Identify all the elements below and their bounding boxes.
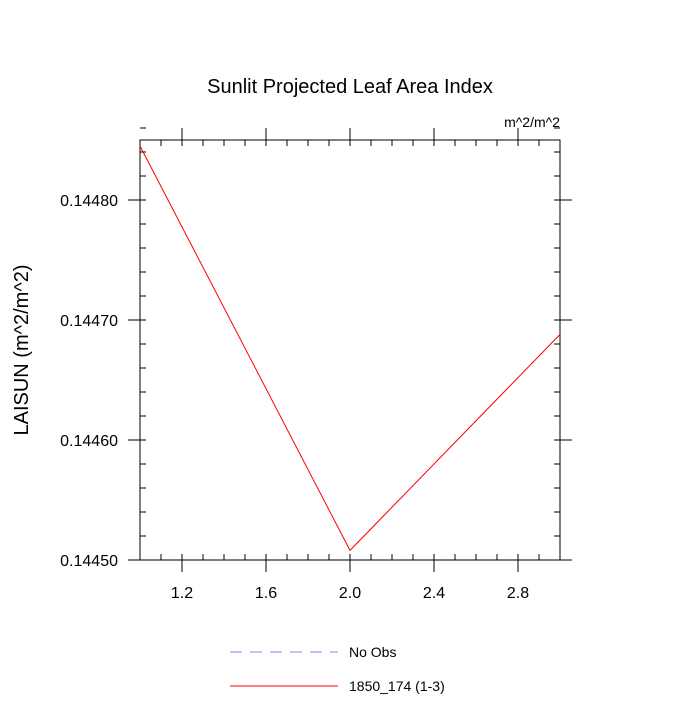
y-tick-label: 0.14450 [60,553,118,570]
units-label: m^2/m^2 [504,114,560,130]
legend-item: No Obs [230,644,396,660]
x-tick-label: 2.4 [423,585,445,602]
legend: No Obs 1850_174 (1-3) [230,644,445,694]
y-axis-label: LAISUN (m^2/m^2) [11,264,33,435]
plot-frame [139,139,561,561]
legend-label: No Obs [349,644,396,660]
chart-title: Sunlit Projected Leaf Area Index [207,76,493,98]
y-tick-label: 0.14480 [60,193,118,210]
series-line [139,145,561,552]
x-tick-label: 2.0 [339,585,361,602]
y-tick-label: 0.14470 [60,313,118,330]
legend-item: 1850_174 (1-3) [230,678,445,694]
x-tick-label: 2.8 [507,585,529,602]
series-layer [139,145,561,552]
legend-label: 1850_174 (1-3) [349,678,445,694]
x-tick-label: 1.2 [171,585,193,602]
ticks-layer: 1.2 1.6 2.0 2.4 2.8 0.14450 0.14460 0.14470 0.14… [60,127,572,602]
x-tick-label: 1.6 [255,585,277,602]
y-tick-label: 0.14460 [60,433,118,450]
